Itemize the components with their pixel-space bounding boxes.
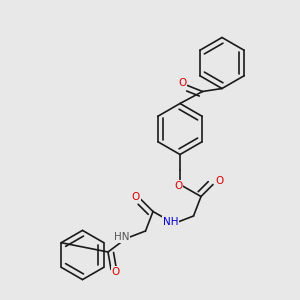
- Text: O: O: [111, 267, 120, 277]
- Text: O: O: [174, 181, 183, 191]
- Text: O: O: [215, 176, 223, 187]
- Text: HN: HN: [114, 232, 129, 242]
- Text: O: O: [131, 191, 140, 202]
- Text: O: O: [178, 77, 186, 88]
- Text: NH: NH: [163, 217, 178, 227]
